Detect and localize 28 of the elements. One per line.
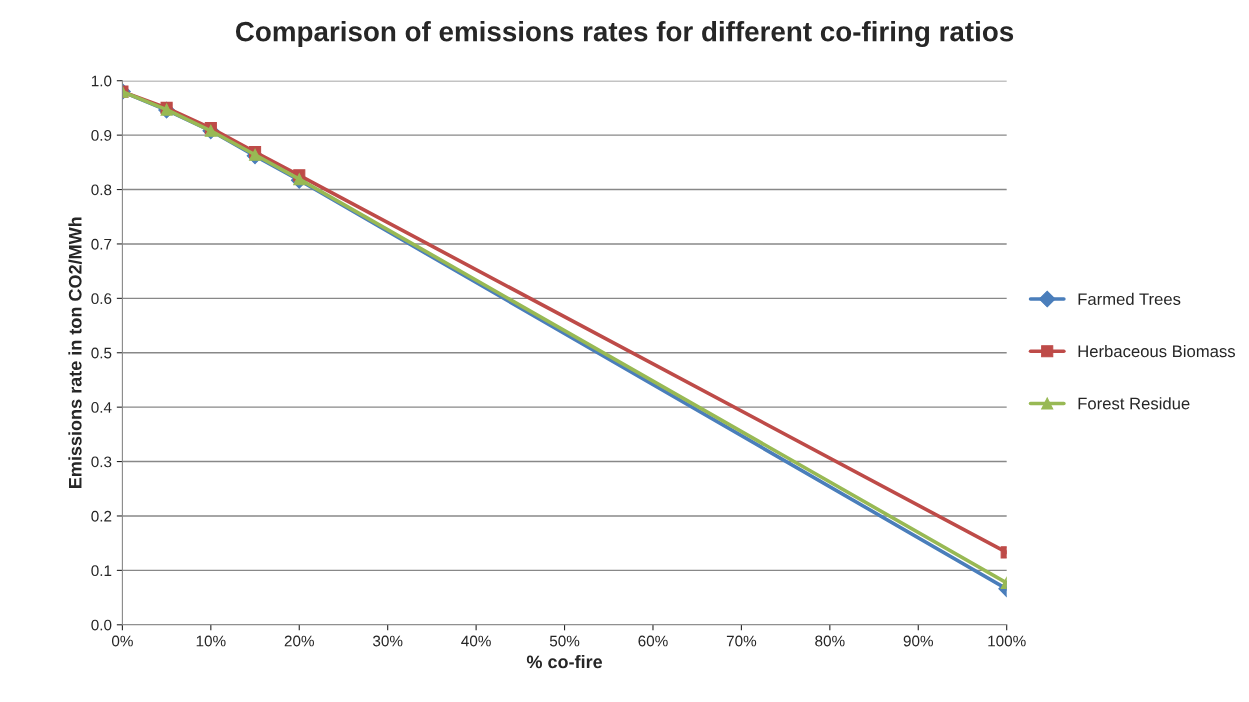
x-tick-label: 10% <box>196 635 226 647</box>
x-axis-title: % co-fire <box>526 654 603 669</box>
y-tick-label: 0.4 <box>91 402 112 413</box>
x-tick-label: 70% <box>726 635 757 647</box>
x-tick-label: 50% <box>549 635 580 647</box>
y-tick-label: 0.6 <box>91 293 112 305</box>
x-tick-label: 60% <box>638 635 668 647</box>
x-tick-label: 90% <box>903 635 934 647</box>
y-tick-label: 0.9 <box>91 130 112 141</box>
x-tick-label: 40% <box>461 635 491 647</box>
x-tick-label: 20% <box>284 635 315 647</box>
legend-label: Forest Residue <box>1078 397 1190 410</box>
y-tick-label: 1.0 <box>91 75 112 87</box>
y-tick-label: 0.3 <box>91 456 112 468</box>
y-tick-label: 0.7 <box>91 238 112 250</box>
x-tick-label: 100% <box>988 635 1026 647</box>
legend-label: Farmed Trees <box>1078 292 1181 306</box>
y-tick-label: 0.2 <box>91 510 112 522</box>
legend-label: Herbaceous Biomass <box>1078 344 1236 358</box>
chart-title: Comparison of emissions rates for different co-firing ratios <box>235 21 1014 48</box>
x-tick-label: 0% <box>111 635 133 647</box>
y-tick-label: 0.0 <box>91 619 112 631</box>
y-tick-label: 0.8 <box>91 184 112 196</box>
y-tick-label: 0.5 <box>91 347 112 359</box>
y-tick-label: 0.1 <box>91 565 112 577</box>
x-tick-label: 30% <box>372 635 403 647</box>
x-tick-label: 80% <box>815 635 845 647</box>
y-axis-title: Emissions rate in ton CO2/MWh <box>68 217 82 488</box>
